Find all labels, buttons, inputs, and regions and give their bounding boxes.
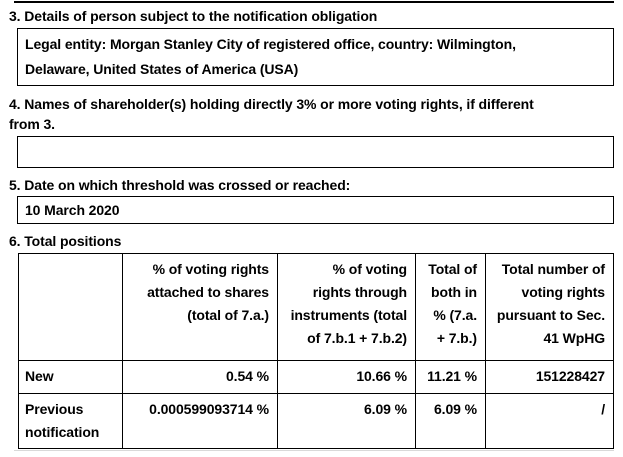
section-5-heading: 5. Date on which threshold was crossed o… [9,177,351,193]
section-3-value-box: Legal entity: Morgan Stanley City of reg… [17,28,614,86]
table-header-row: % of voting rights attached to shares (tot… [18,253,614,361]
header-cell-empty [18,253,123,361]
bottom-divider [14,450,614,451]
header-cell-voting-rights-instruments: % of voting rights through instruments (to… [277,253,416,361]
cell-prev-instruments-pct: 6.09 % [277,393,416,449]
section-5-value: 10 March 2020 [25,202,120,218]
section-4-value-box [17,136,614,168]
cell-prev-total-voting-rights: / [485,393,614,449]
row-label-previous-notification: Previous notification [18,393,123,449]
cell-prev-shares-pct: 0.000599093714 % [122,393,278,449]
section-5-value-box: 10 March 2020 [17,196,614,224]
cell-prev-total-pct: 6.09 % [415,393,486,449]
section-4-heading: 4. Names of shareholder(s) holding direc… [9,96,534,132]
header-cell-total-number: Total number of voting rights pursuant to … [485,253,614,361]
header-cell-voting-rights-shares: % of voting rights attached to shares (tot… [122,253,278,361]
cell-new-instruments-pct: 10.66 % [277,360,416,394]
cell-new-shares-pct: 0.54 % [122,360,278,394]
header-cell-total-both: Total of both in% (7.a. + 7.b.) [415,253,486,361]
table-row-new: New 0.54 % 10.66 % 11.21 % 151228427 [18,360,614,394]
cell-new-total-voting-rights: 151228427 [485,360,614,394]
table-row-previous-notification: Previous notification 0.000599093714 % 6.… [18,393,614,449]
section-3-heading: 3. Details of person subject to the noti… [9,8,378,24]
total-positions-table: % of voting rights attached to shares (tot… [18,253,614,449]
section-3-value: Legal entity: Morgan Stanley City of reg… [25,36,516,77]
top-section-divider [14,1,614,3]
section-6-heading: 6. Total positions [9,233,122,249]
row-label-new: New [18,360,123,394]
cell-new-total-pct: 11.21 % [415,360,486,394]
